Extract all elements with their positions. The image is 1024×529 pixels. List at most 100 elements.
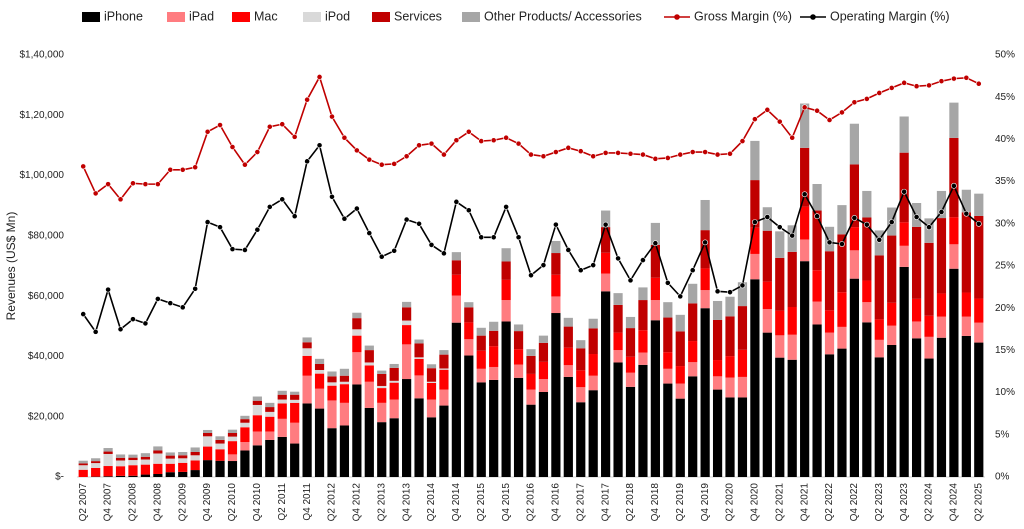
bar-segment <box>949 102 959 138</box>
line-marker <box>179 304 186 311</box>
bar-segment <box>91 461 101 464</box>
line-marker <box>353 147 360 154</box>
bar-segment <box>165 455 175 459</box>
bar-segment <box>153 463 163 474</box>
bar-segment <box>812 301 822 325</box>
y-tick-label: $1,20,000 <box>20 110 65 121</box>
x-tick-label: Q2 2011 <box>277 483 288 521</box>
line-marker <box>428 241 435 248</box>
x-tick-label: Q4 2015 <box>501 483 512 522</box>
line-marker <box>677 293 684 300</box>
bar-segment <box>737 376 748 398</box>
y2-tick-label: 5% <box>995 429 1010 440</box>
line-marker <box>789 134 796 141</box>
line-marker <box>279 196 286 203</box>
bar-segment <box>290 402 300 423</box>
x-tick-label: Q4 2010 <box>252 483 263 522</box>
bar-segment <box>688 283 698 304</box>
bar-segment <box>613 350 623 363</box>
bar-segment <box>240 415 250 420</box>
bar-segment <box>115 466 126 476</box>
bar-segment <box>563 347 573 366</box>
bar-segment <box>849 250 859 279</box>
y-axis-label: Revenues (US$ Mn) <box>4 212 18 321</box>
line-marker <box>739 138 746 144</box>
bar-segment <box>327 400 337 429</box>
line-marker <box>863 95 870 102</box>
x-tick-label: Q2 2017 <box>575 483 586 522</box>
bar-segment <box>115 475 126 477</box>
x-tick-label: Q4 2021 <box>799 483 810 522</box>
bar-segment <box>240 442 250 451</box>
line-marker <box>167 166 174 173</box>
bar-segment <box>675 383 685 399</box>
bar-segment <box>140 453 151 457</box>
bar-segment <box>588 328 598 355</box>
bar-segment <box>439 350 449 355</box>
x-tick-label: Q2 2018 <box>625 483 636 522</box>
bar-segment <box>339 384 350 403</box>
line-marker <box>92 190 99 197</box>
bar-segment <box>103 448 113 452</box>
bar-segment <box>762 309 772 333</box>
line-marker <box>329 193 335 200</box>
bar-segment <box>650 300 660 321</box>
bar-segment <box>762 281 772 310</box>
bar-segment <box>215 436 225 440</box>
bar-segment <box>725 316 735 357</box>
y2-tick-label: 50% <box>995 50 1015 61</box>
line-marker <box>627 150 634 157</box>
bar-segment <box>961 316 971 336</box>
bar-segment <box>551 253 561 275</box>
legend-marker <box>810 14 816 20</box>
bar-segment <box>426 381 437 383</box>
line-marker <box>689 149 696 155</box>
bar-segment <box>501 321 511 477</box>
line-marker <box>229 144 236 150</box>
line-marker <box>826 239 833 246</box>
bar-segment <box>203 429 213 433</box>
line-marker <box>702 239 709 246</box>
bar-segment <box>750 279 760 477</box>
line-marker <box>876 236 883 243</box>
bar-segment <box>887 302 897 326</box>
bar-segment <box>849 278 859 477</box>
bar-segment <box>924 358 934 477</box>
bar-segment <box>389 380 399 383</box>
bar-segment <box>352 318 362 330</box>
bar-segment <box>775 231 785 258</box>
bar-segment <box>849 227 859 251</box>
line-marker <box>465 128 472 135</box>
bar-segment <box>352 384 362 477</box>
bar-segment <box>91 458 101 462</box>
line-marker <box>938 209 945 215</box>
bar-segment <box>638 352 648 365</box>
bar-segment <box>153 453 163 464</box>
bar-segment <box>625 356 636 373</box>
bar-segment <box>265 411 275 417</box>
bar-segment <box>675 331 685 367</box>
x-tick-label: Q4 2007 <box>103 483 114 522</box>
bar-segment <box>103 476 113 477</box>
bar-segment <box>240 450 250 477</box>
bar-segment <box>974 193 984 216</box>
bar-segment <box>252 415 262 432</box>
bar-segment <box>526 404 536 477</box>
bar-segment <box>402 320 412 326</box>
bar-segment <box>215 439 225 444</box>
line-marker <box>901 79 908 86</box>
line-marker <box>901 188 908 195</box>
legend-swatch <box>232 12 250 22</box>
line-marker <box>926 224 932 231</box>
bar-segment <box>700 268 710 291</box>
bar-segment <box>563 365 573 377</box>
bar-segment <box>750 253 760 280</box>
bar-segment <box>513 364 524 378</box>
bar-segment <box>203 432 213 437</box>
bar-segment <box>190 470 200 477</box>
bar-segment <box>949 137 959 218</box>
bar-segment <box>389 363 399 368</box>
legend-swatch <box>462 12 480 22</box>
bar-segment <box>290 422 300 444</box>
bar-segment <box>240 422 250 428</box>
